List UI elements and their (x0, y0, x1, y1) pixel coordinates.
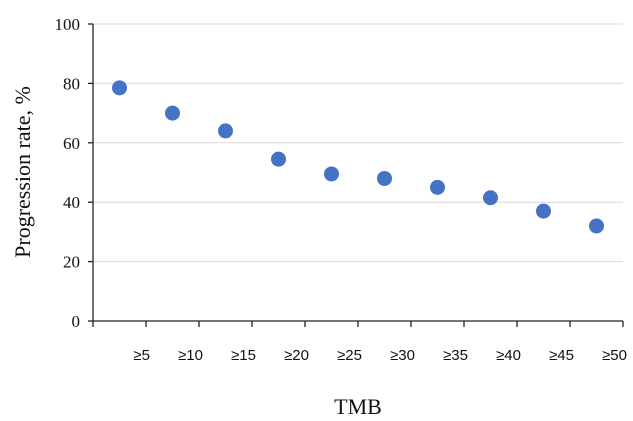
y-tick-label: 60 (63, 134, 80, 153)
data-point (324, 166, 339, 182)
y-tick-label: 100 (55, 15, 81, 34)
data-point (165, 105, 180, 121)
y-tick-label: 40 (63, 193, 80, 212)
data-point (218, 123, 233, 139)
y-tick-label: 80 (63, 74, 80, 93)
x-tick-label: ≥30 (390, 347, 415, 364)
y-tick-label: 20 (63, 253, 80, 272)
data-point (112, 80, 127, 96)
y-tick-label: 0 (72, 312, 81, 331)
y-axis-title: Progression rate, % (10, 86, 35, 258)
data-point (483, 190, 498, 206)
y-tick-labels: 0 20 40 60 80 100 (55, 15, 81, 331)
data-point (536, 203, 551, 219)
x-axis-title: TMB (334, 394, 382, 419)
x-tick-label: ≥25 (337, 347, 362, 364)
data-points (112, 80, 604, 234)
x-tick-labels: ≥5 ≥10 ≥15 ≥20 ≥25 ≥30 ≥35 ≥40 ≥45 ≥50 (133, 347, 627, 364)
axes (88, 23, 624, 327)
x-tick-label: ≥45 (549, 347, 574, 364)
data-point (430, 179, 445, 195)
data-point (377, 170, 392, 186)
x-tick-label: ≥15 (231, 347, 256, 364)
x-tick-label: ≥40 (496, 347, 521, 364)
gridlines (93, 23, 623, 263)
x-tick-label: ≥10 (178, 347, 203, 364)
x-tick-label: ≥20 (284, 347, 309, 364)
data-point (589, 218, 604, 234)
x-tick-label: ≥35 (443, 347, 468, 364)
data-point (271, 151, 286, 167)
x-tick-label: ≥50 (602, 347, 627, 364)
x-tick-label: ≥5 (133, 347, 150, 364)
